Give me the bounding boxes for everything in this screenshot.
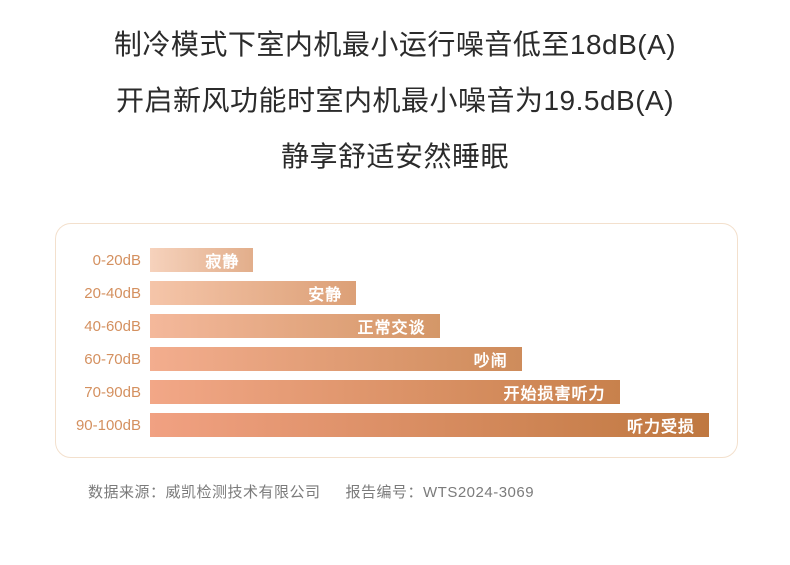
bar-row: 0-20dB 寂静: [56, 248, 737, 272]
bar-track: 安静: [150, 281, 709, 305]
bar-track: 正常交谈: [150, 314, 709, 338]
bar-row: 20-40dB 安静: [56, 281, 737, 305]
db-range-label: 40-60dB: [84, 317, 141, 335]
bar: 寂静: [150, 248, 254, 272]
db-range-label: 70-90dB: [84, 383, 141, 401]
bar-row: 60-70dB 吵闹: [56, 347, 737, 371]
bar-description-label: 吵闹: [473, 353, 508, 370]
report-number-text: 报告编号：WTS2024-3069: [345, 484, 535, 501]
title-line-3: 静享舒适安然睡眠: [280, 141, 509, 172]
bar-description-label: 开始损害听力: [503, 386, 606, 403]
title-line-1: 制冷模式下室内机最小运行噪音低至18dB(A): [113, 29, 677, 60]
bar-track: 吵闹: [150, 347, 709, 371]
bar: 吵闹: [150, 347, 522, 371]
bar-track: 寂静: [150, 248, 709, 272]
bar: 开始损害听力: [150, 380, 620, 404]
db-range-label: 20-40dB: [84, 284, 141, 302]
bar-row: 90-100dB 听力受损: [56, 413, 737, 437]
data-source-footer: 数据来源：威凯检测技术有限公司 报告编号：WTS2024-3069: [88, 481, 534, 502]
bar-track: 听力受损: [150, 413, 709, 437]
data-source-text: 数据来源：威凯检测技术有限公司: [88, 484, 321, 501]
bar-track: 开始损害听力: [150, 380, 709, 404]
bar-description-label: 寂静: [205, 254, 240, 271]
decibel-chart-card: 0-20dB 寂静 20-40dB 安静 40-60dB 正常交谈 60-70d…: [55, 223, 738, 458]
bar-description-label: 安静: [308, 287, 343, 304]
bar-description-label: 听力受损: [626, 419, 695, 436]
title-block: 制冷模式下室内机最小运行噪音低至18dB(A) 开启新风功能时室内机最小噪音为1…: [0, 17, 790, 185]
db-range-label: 90-100dB: [75, 416, 141, 434]
db-range-label: 60-70dB: [84, 350, 141, 368]
title-line-2: 开启新风功能时室内机最小噪音为19.5dB(A): [115, 85, 675, 116]
bar-row: 40-60dB 正常交谈: [56, 314, 737, 338]
bar: 听力受损: [150, 413, 709, 437]
bar-row: 70-90dB 开始损害听力: [56, 380, 737, 404]
db-range-label: 0-20dB: [92, 251, 141, 269]
bar-description-label: 正常交谈: [357, 320, 426, 337]
bar: 安静: [150, 281, 357, 305]
bar: 正常交谈: [150, 314, 440, 338]
